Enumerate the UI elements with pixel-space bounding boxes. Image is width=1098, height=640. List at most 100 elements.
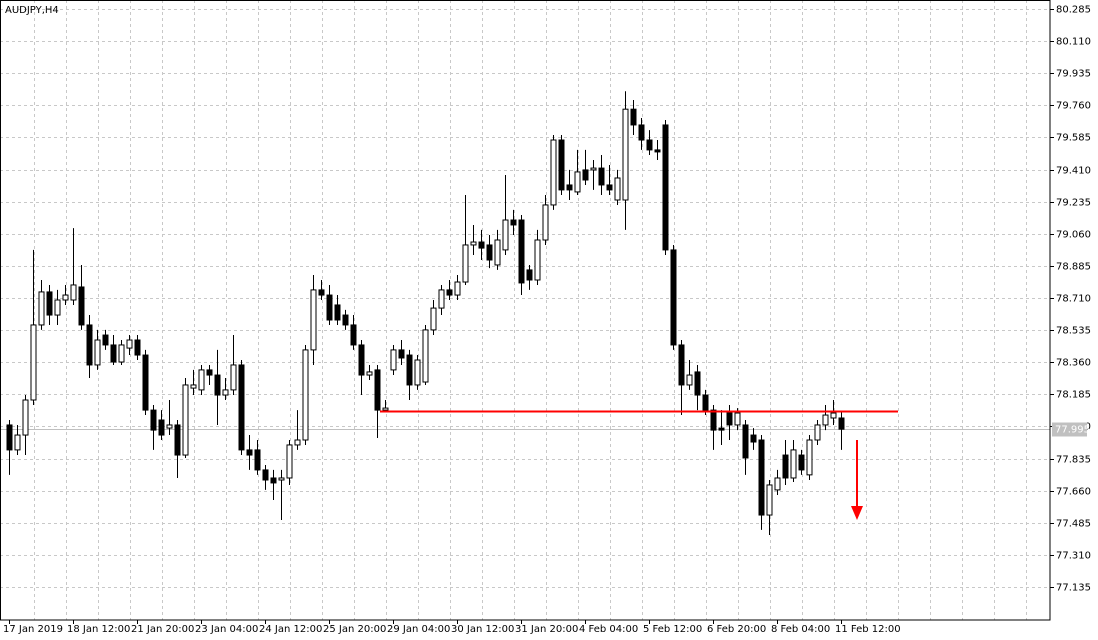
candle-body [262, 469, 269, 481]
candle-body [342, 314, 349, 326]
candle-body [78, 286, 85, 326]
candle-body [278, 477, 285, 481]
overlay [380, 410, 898, 520]
candle-body [470, 241, 477, 246]
candle-body [230, 364, 237, 391]
candle-body [190, 384, 197, 389]
candle-body [494, 239, 501, 266]
candle-body [222, 389, 229, 396]
candle-body [366, 371, 373, 376]
candle-body [422, 329, 429, 383]
x-tick-label: 6 Feb 20:00 [707, 624, 766, 635]
candle-body [670, 249, 677, 346]
x-tick-label: 11 Feb 12:00 [835, 624, 901, 635]
candle-body [446, 289, 453, 296]
x-tick-label: 21 Jan 20:00 [131, 624, 194, 635]
candle-body [742, 424, 749, 459]
candle-body [766, 484, 773, 516]
x-tick-label: 5 Feb 12:00 [643, 624, 702, 635]
candle-body [134, 339, 141, 356]
candle-body [246, 449, 253, 456]
candle-body [702, 394, 709, 411]
x-tick-label: 23 Jan 04:00 [195, 624, 258, 635]
y-tick-label: 78.885 [1056, 262, 1091, 273]
y-tick-label: 80.110 [1056, 37, 1091, 48]
candle-body [614, 177, 621, 201]
candle-body [254, 449, 261, 471]
candle-body [574, 171, 581, 193]
candle-body [406, 354, 413, 386]
candle-body [798, 454, 805, 471]
candle-body [30, 324, 37, 401]
candle-body [550, 139, 557, 206]
candle-body [54, 299, 61, 316]
candle-body [318, 289, 325, 296]
candle-body [22, 399, 29, 436]
candle-body [310, 289, 317, 351]
candle-body [782, 454, 789, 479]
last-price-label: 77.995 [1055, 425, 1090, 436]
candle-body [142, 354, 149, 411]
x-tick-label: 31 Jan 20:00 [515, 624, 578, 635]
y-tick-label: 79.410 [1056, 166, 1091, 177]
chart-title: AUDJPY,H4 [5, 5, 59, 16]
candle-body [526, 269, 533, 281]
y-tick-label: 80.285 [1056, 5, 1091, 16]
candle-body [70, 284, 77, 301]
plot-frame [0, 0, 1051, 621]
x-tick-label: 30 Jan 12:00 [451, 624, 514, 635]
candle-body [294, 439, 301, 446]
y-tick-label: 77.135 [1056, 583, 1091, 594]
candle-body [534, 239, 541, 281]
candle-body [438, 289, 445, 309]
candle-body [214, 374, 221, 396]
candle-body [150, 409, 157, 431]
y-tick-label: 79.585 [1056, 133, 1091, 144]
candle-body [102, 334, 109, 346]
candle-body [814, 424, 821, 441]
candle-body [430, 307, 437, 331]
candle-body [806, 439, 813, 476]
candle-body [486, 244, 493, 261]
arrow-head [851, 506, 863, 520]
candle-body [510, 219, 517, 226]
y-tick-label: 77.310 [1056, 551, 1091, 562]
candle-body [822, 414, 829, 426]
y-tick-label: 77.660 [1056, 487, 1091, 498]
candle-body [622, 108, 629, 201]
y-tick-label: 77.835 [1056, 455, 1091, 466]
candle-body [790, 449, 797, 479]
x-tick-label: 18 Jan 12:00 [67, 624, 130, 635]
candle-body [166, 424, 173, 429]
candle-body [678, 344, 685, 386]
x-tick-label: 4 Feb 04:00 [579, 624, 638, 635]
candle-body [462, 244, 469, 283]
x-tick-label: 17 Jan 2019 [3, 624, 63, 635]
candle-body [86, 324, 93, 366]
candle-body [734, 412, 741, 426]
candle-body [286, 444, 293, 479]
candle-body [838, 417, 845, 430]
candle-body [198, 369, 205, 391]
candle-body [710, 409, 717, 431]
candle-body [654, 149, 661, 153]
candle-body [598, 167, 605, 186]
candle-body [350, 324, 357, 346]
candle-body [158, 419, 165, 436]
candle-body [6, 424, 13, 451]
candle-body [718, 427, 725, 431]
candle-body [94, 339, 101, 366]
candle-body [398, 349, 405, 359]
candle-body [326, 294, 333, 321]
candle-body [662, 124, 669, 251]
x-tick-label: 25 Jan 20:00 [323, 624, 386, 635]
candle-body [750, 434, 757, 443]
candle-body [38, 291, 45, 326]
y-tick-label: 79.235 [1056, 198, 1091, 209]
candle-body [206, 369, 213, 376]
candle-body [542, 204, 549, 241]
candle-body [14, 434, 21, 451]
candle-body [478, 241, 485, 249]
candle-body [110, 344, 117, 363]
candle-body [126, 339, 133, 349]
